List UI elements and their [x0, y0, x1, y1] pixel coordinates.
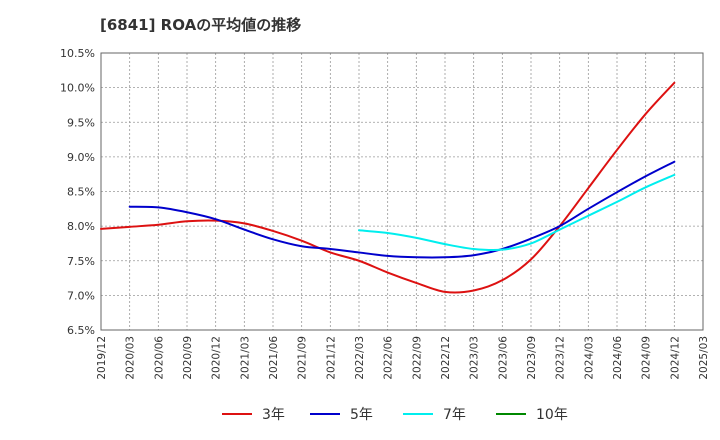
y-tick-label: 7.0%	[67, 289, 95, 302]
y-tick-label: 7.5%	[67, 255, 95, 268]
legend-label: 5年	[350, 407, 373, 423]
x-tick-label: 2023/09	[526, 336, 538, 380]
series-line-1	[100, 81, 676, 294]
x-tick-label: 2024/12	[669, 336, 681, 380]
x-tick-label: 2022/12	[440, 336, 452, 380]
y-tick-label: 10.5%	[60, 47, 95, 60]
x-tick-label: 2019/12	[96, 336, 108, 380]
x-tick-label: 2021/06	[268, 336, 280, 380]
x-tick-label: 2022/06	[383, 336, 395, 380]
x-tick-label: 2024/06	[612, 336, 624, 380]
series-group	[100, 81, 676, 294]
y-tick-label: 9.5%	[67, 116, 95, 129]
x-tick-label: 2022/03	[354, 336, 366, 380]
legend: 3年 5年 7年 10年	[222, 407, 568, 423]
x-tick-label: 2024/09	[641, 336, 653, 380]
x-tick-label: 2021/09	[297, 336, 309, 380]
x-tick-label: 2023/12	[555, 336, 567, 380]
x-tick-label: 2025/03	[698, 336, 710, 380]
x-tick-label: 2020/06	[153, 336, 165, 380]
plot-area	[100, 52, 704, 331]
series-line-2	[128, 160, 676, 259]
y-tick-label: 8.0%	[67, 220, 95, 233]
y-tick-label: 10.0%	[60, 82, 95, 95]
y-axis: 6.5% 7.0% 7.5% 8.0% 8.5% 9.0% 9.5% 10.0% 10.5%	[60, 47, 95, 337]
x-tick-label: 2020/09	[182, 336, 194, 380]
y-tick-label: 8.5%	[67, 186, 95, 199]
legend-label: 10年	[536, 407, 568, 423]
series-line-3	[358, 173, 676, 252]
x-tick-label: 2023/06	[497, 336, 509, 380]
x-tick-label: 2021/12	[325, 336, 337, 380]
y-tick-label: 6.5%	[67, 324, 95, 337]
chart-title: [6841] ROAの平均値の推移	[100, 16, 302, 34]
x-tick-label: 2024/03	[583, 336, 595, 380]
x-tick-label: 2023/03	[469, 336, 481, 380]
legend-label: 7年	[443, 407, 466, 423]
x-tick-label: 2021/03	[239, 336, 251, 380]
x-tick-label: 2020/12	[211, 336, 223, 380]
x-tick-label: 2022/09	[411, 336, 423, 380]
x-tick-label: 2020/03	[125, 336, 137, 380]
grid	[100, 52, 704, 331]
x-axis: 2019/12 2020/03 2020/06 2020/09 2020/12 2021/…	[96, 336, 710, 380]
legend-label: 3年	[262, 407, 285, 423]
y-tick-label: 9.0%	[67, 151, 95, 164]
